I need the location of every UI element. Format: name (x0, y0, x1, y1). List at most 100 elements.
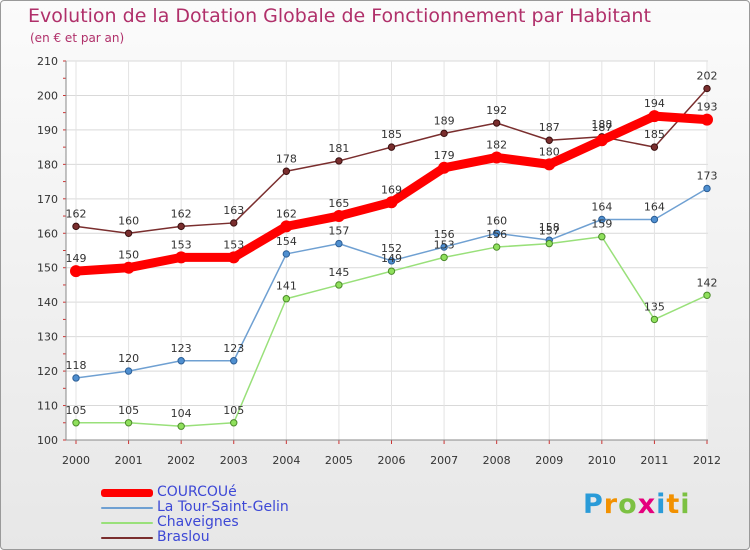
data-label: 163 (223, 204, 244, 217)
data-label: 135 (644, 300, 665, 313)
data-point-la-tour-saint-gelin (387, 257, 396, 265)
data-label: 202 (697, 70, 718, 83)
data-label: 152 (381, 242, 402, 255)
x-tick-label: 2003 (220, 454, 248, 467)
proxiti-logo: Proxiti (583, 489, 691, 520)
chart-subtitle: (en € et par an) (30, 31, 125, 45)
data-point-chaveignes (440, 253, 448, 262)
x-tick-label: 2009 (535, 454, 563, 467)
data-label: 169 (381, 183, 402, 196)
x-tick-label: 2007 (430, 454, 458, 467)
data-point-chaveignes (177, 422, 185, 430)
data-point-la-tour-saint-gelin (598, 215, 606, 224)
data-point-chaveignes (335, 281, 343, 289)
plot-area (66, 61, 708, 440)
data-point-chaveignes (72, 419, 80, 427)
logo-letter: t (666, 489, 681, 520)
data-point-chaveignes (387, 267, 396, 275)
data-label: 105 (118, 404, 139, 417)
data-point-courcoue (490, 151, 503, 164)
data-point-chaveignes (230, 419, 238, 427)
data-label: 153 (171, 238, 192, 251)
data-label: 141 (276, 280, 297, 293)
y-tick-label: 170 (37, 193, 58, 206)
x-tick-label: 2000 (62, 454, 90, 467)
x-tick-label: 2012 (693, 454, 721, 467)
data-point-braslou (124, 229, 133, 237)
data-label: 179 (434, 149, 455, 162)
legend-swatch (101, 489, 153, 497)
chart-title: Evolution de la Dotation Globale de Fonc… (28, 5, 651, 27)
data-point-courcoue (438, 161, 451, 174)
data-label: 159 (591, 218, 612, 231)
data-point-braslou (177, 222, 185, 231)
data-label: 160 (118, 214, 139, 227)
data-point-chaveignes (703, 291, 711, 299)
data-label: 194 (644, 97, 665, 110)
legend-label: La Tour-Saint-Gelin (157, 499, 289, 515)
logo-letter: i (680, 489, 691, 520)
y-tick-label: 200 (37, 89, 58, 102)
data-label: 187 (539, 121, 560, 134)
data-point-la-tour-saint-gelin (282, 250, 291, 258)
data-label: 165 (328, 197, 349, 210)
y-tick-label: 150 (37, 262, 58, 275)
x-tick-label: 2002 (167, 454, 195, 467)
legend-swatch (101, 522, 153, 524)
data-label: 157 (328, 225, 349, 238)
legend-item: COURCOUé (101, 485, 401, 500)
x-tick-label: 2001 (115, 454, 143, 467)
x-tick-label: 2011 (640, 454, 668, 467)
legend-item: Chaveignes (101, 515, 401, 530)
data-point-chaveignes (650, 315, 659, 324)
data-point-courcoue (648, 110, 661, 123)
x-tick-label: 2005 (325, 454, 353, 467)
data-label: 187 (591, 121, 612, 134)
data-label: 189 (434, 114, 455, 127)
data-label: 153 (434, 238, 455, 251)
legend-label: COURCOUé (157, 484, 237, 500)
data-point-la-tour-saint-gelin (492, 229, 501, 237)
data-label: 123 (223, 342, 244, 355)
data-label: 104 (171, 407, 192, 420)
data-label: 105 (66, 404, 87, 417)
data-point-courcoue (385, 196, 398, 209)
y-tick-label: 130 (37, 331, 58, 344)
data-label: 145 (328, 266, 349, 279)
logo-letter: o (618, 489, 638, 520)
data-point-braslou (492, 119, 501, 127)
y-tick-label: 190 (37, 124, 58, 137)
legend-label: Chaveignes (157, 514, 239, 530)
data-label: 162 (171, 207, 192, 220)
data-point-la-tour-saint-gelin (650, 215, 659, 224)
x-tick-label: 2006 (378, 454, 406, 467)
logo-letter: x (637, 489, 657, 520)
logo-letter: i (656, 489, 667, 520)
data-label: 185 (381, 128, 402, 141)
data-label: 192 (486, 104, 507, 117)
data-label: 142 (697, 276, 718, 289)
data-label: 158 (539, 221, 560, 234)
logo-letter: r (603, 489, 619, 520)
data-point-la-tour-saint-gelin (230, 357, 238, 365)
data-point-courcoue (280, 220, 293, 233)
data-point-braslou (440, 129, 448, 138)
data-label: 154 (276, 235, 297, 248)
legend-swatch (101, 507, 153, 509)
data-label: 123 (171, 342, 192, 355)
data-point-braslou (545, 136, 553, 144)
data-label: 162 (276, 207, 297, 220)
data-point-courcoue (543, 158, 556, 171)
data-label: 182 (486, 138, 507, 151)
legend-item: Braslou (101, 530, 401, 545)
data-label: 120 (118, 352, 139, 365)
y-tick-label: 160 (37, 227, 58, 240)
data-label: 162 (66, 207, 87, 220)
data-label: 164 (644, 200, 665, 213)
y-tick-label: 140 (37, 296, 58, 309)
data-point-courcoue (595, 134, 608, 147)
data-point-courcoue (122, 261, 135, 274)
data-label: 149 (66, 252, 87, 265)
